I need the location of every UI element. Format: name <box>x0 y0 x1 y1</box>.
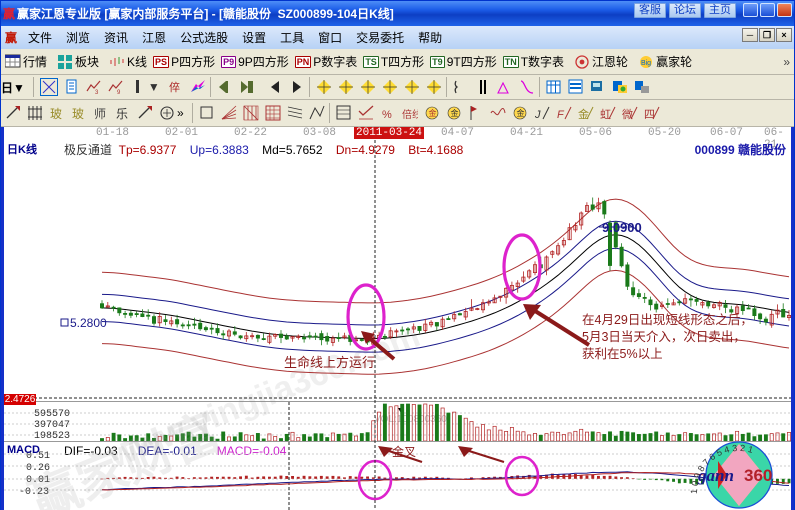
svg-text:金: 金 <box>516 108 524 118</box>
svg-text:师: 师 <box>94 107 106 121</box>
svg-text:9: 9 <box>117 90 121 95</box>
svg-text:生命线上方运行: 生命线上方运行 <box>284 355 375 370</box>
svg-text:%: % <box>382 109 392 121</box>
svg-text:倍线: 倍线 <box>402 108 418 121</box>
svg-text:5.2800: 5.2800 <box>70 316 107 330</box>
svg-text:玻: 玻 <box>72 107 84 121</box>
svg-text:3: 3 <box>95 90 99 95</box>
svg-text:乐: 乐 <box>116 107 128 121</box>
svg-text:金: 金 <box>450 108 458 118</box>
svg-text:9.0900: 9.0900 <box>602 220 642 235</box>
svg-text:玻: 玻 <box>50 107 62 121</box>
svg-text:Big: Big <box>641 60 651 67</box>
svg-text:四: 四 <box>644 109 655 121</box>
svg-text:在4月29日出现短线形态之后，: 在4月29日出现短线形态之后， <box>582 313 753 327</box>
svg-text:倅: 倅 <box>169 80 180 94</box>
svg-text:金: 金 <box>428 108 436 118</box>
svg-text:F: F <box>557 109 565 121</box>
svg-text:5月3日当天介入，次日卖出，: 5月3日当天介入，次日卖出， <box>582 330 746 344</box>
svg-text:获利在5%以上: 获利在5%以上 <box>582 347 663 361</box>
svg-text:J: J <box>534 109 541 121</box>
